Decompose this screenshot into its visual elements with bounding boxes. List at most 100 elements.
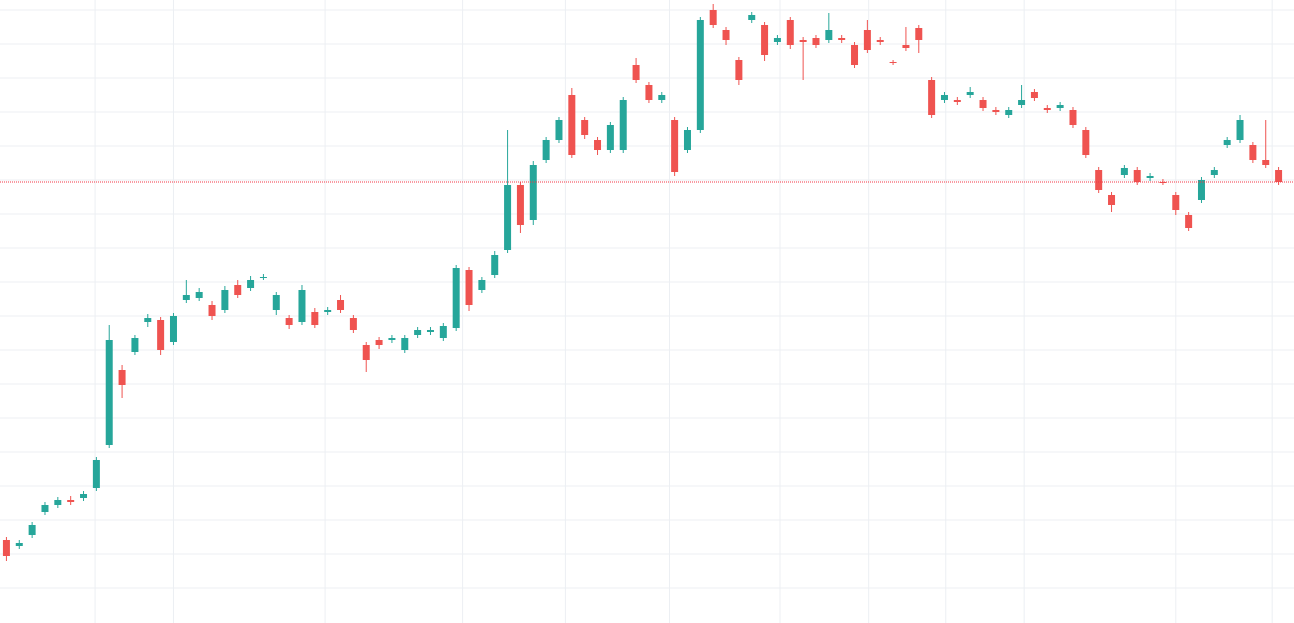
candle-body	[568, 95, 576, 155]
candle-body	[838, 38, 846, 40]
candle-body	[735, 60, 743, 80]
candle-body	[1030, 92, 1038, 98]
candle-body	[581, 120, 589, 135]
candle-body	[414, 330, 422, 335]
candle-body	[247, 280, 255, 288]
candle-body	[67, 500, 75, 502]
candle-body	[1249, 145, 1257, 160]
candle-body	[259, 277, 267, 278]
candle-body	[594, 140, 602, 150]
candle-body	[1082, 130, 1090, 155]
candle-body	[157, 320, 165, 350]
candle-body	[966, 92, 974, 95]
candle-body	[799, 40, 807, 42]
candle-body	[452, 268, 460, 328]
candle-body	[285, 318, 293, 325]
candle-body	[131, 338, 139, 352]
candle-body	[619, 100, 627, 150]
candle-body	[1197, 180, 1205, 200]
candle-body	[1043, 108, 1051, 110]
candle-body	[851, 45, 859, 65]
candle-body	[1069, 110, 1077, 125]
candle-body	[992, 110, 1000, 112]
candle-body	[349, 318, 357, 330]
candle-body	[1275, 170, 1283, 182]
candle-body	[388, 338, 396, 340]
candle-body	[92, 460, 100, 488]
candle-body	[28, 525, 36, 535]
candle-body	[516, 185, 524, 225]
candle-body	[41, 505, 49, 512]
candle-body	[658, 95, 666, 100]
candle-body	[1108, 195, 1116, 205]
candle-body	[1146, 176, 1154, 178]
candle-body	[311, 312, 319, 325]
candle-body	[542, 140, 550, 160]
candle-body	[671, 120, 679, 172]
candle-body	[529, 165, 537, 220]
candle-body	[2, 540, 10, 556]
candle-body	[465, 270, 473, 305]
candle-body	[645, 85, 653, 100]
candle-body	[940, 95, 948, 100]
candle-body	[234, 285, 242, 295]
candle-body	[80, 494, 88, 498]
candle-body	[773, 38, 781, 42]
candle-body	[54, 500, 62, 505]
candle-body	[478, 280, 486, 290]
candle-body	[426, 330, 434, 332]
candle-body	[105, 340, 113, 445]
candle-body	[1095, 170, 1103, 190]
candle-body	[144, 318, 152, 322]
candle-body	[902, 45, 910, 48]
candle-body	[889, 62, 897, 63]
candle-body	[979, 100, 987, 108]
candle-body	[337, 300, 345, 310]
candle-body	[606, 125, 614, 150]
candle-body	[825, 30, 833, 40]
candle-body	[439, 326, 447, 338]
candle-body	[208, 305, 216, 316]
candle-body	[555, 120, 563, 140]
candle-body	[1120, 168, 1128, 175]
candle-body	[401, 338, 409, 350]
candle-body	[1172, 195, 1180, 210]
candle-body	[709, 10, 717, 25]
candle-body	[953, 100, 961, 102]
candle-body	[1262, 160, 1270, 165]
candle-body	[1133, 170, 1141, 182]
candle-body	[748, 15, 756, 20]
candle-body	[696, 20, 704, 130]
candle-body	[928, 80, 936, 115]
candle-body	[221, 290, 229, 310]
candle-body	[375, 340, 383, 345]
candle-body	[324, 310, 332, 312]
candle-body	[491, 255, 499, 275]
candle-body	[761, 25, 769, 55]
candle-body	[118, 370, 126, 385]
candle-body	[863, 30, 871, 50]
candle-body	[504, 185, 512, 250]
candle-body	[272, 295, 280, 310]
candle-body	[1236, 120, 1244, 140]
candle-body	[195, 292, 203, 298]
candle-body	[876, 40, 884, 42]
candle-body	[812, 38, 820, 45]
candle-body	[1018, 100, 1026, 105]
candle-body	[15, 543, 23, 546]
candle-body	[632, 65, 640, 80]
candle-body	[182, 295, 190, 300]
candle-body	[1185, 215, 1193, 228]
candle-body	[1223, 140, 1231, 145]
candle-body	[786, 20, 794, 45]
candle-body	[1210, 170, 1218, 175]
candle-body	[722, 30, 730, 40]
candle-body	[1056, 105, 1064, 108]
candle-body	[298, 290, 306, 322]
candle-body	[1005, 110, 1013, 115]
candle-body	[915, 28, 923, 40]
candle-body	[169, 316, 177, 342]
candle-body	[683, 130, 691, 150]
candle-body	[362, 345, 370, 360]
